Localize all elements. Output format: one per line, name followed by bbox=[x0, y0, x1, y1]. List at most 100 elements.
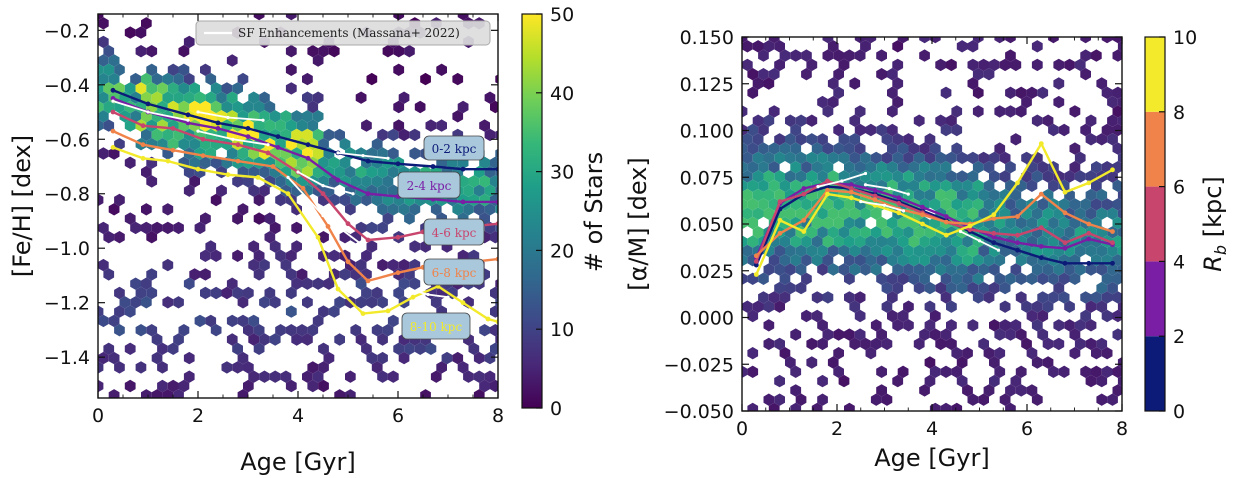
hex-bin bbox=[371, 175, 383, 188]
hex-bin bbox=[151, 333, 163, 346]
hex-bin bbox=[844, 198, 855, 211]
series-point-6-8 kpc bbox=[825, 187, 830, 193]
hex-bin bbox=[785, 244, 796, 258]
right-series-lines bbox=[753, 141, 1115, 277]
hex-bin bbox=[1026, 272, 1038, 285]
hex-bin bbox=[194, 221, 206, 235]
sf-enhancement-point bbox=[446, 295, 450, 299]
hex-bin bbox=[946, 114, 957, 127]
hex-bin bbox=[253, 342, 265, 355]
hex-bin bbox=[870, 226, 882, 239]
hex-bin bbox=[779, 254, 791, 267]
hex-bin bbox=[264, 212, 276, 225]
hex-bin bbox=[463, 370, 474, 383]
hex-bin bbox=[972, 161, 984, 174]
hex-bin bbox=[135, 26, 147, 39]
hex-bin bbox=[312, 147, 324, 160]
hex-bin bbox=[742, 133, 753, 146]
hex-bin bbox=[785, 151, 796, 165]
hex-bin bbox=[887, 105, 898, 118]
hex-bin bbox=[167, 63, 179, 76]
hex-bin bbox=[409, 277, 421, 290]
series-point-8-10 kpc bbox=[225, 172, 231, 178]
hex-bin bbox=[742, 300, 753, 313]
series-point-0-2 kpc bbox=[1086, 260, 1092, 266]
hex-bin bbox=[854, 123, 866, 137]
hex-bin bbox=[226, 314, 238, 328]
hex-bin bbox=[763, 77, 775, 90]
hex-bin bbox=[978, 281, 989, 295]
hex-bin bbox=[989, 170, 1000, 183]
hex-bin bbox=[844, 328, 855, 341]
hex-bin bbox=[924, 300, 936, 313]
hex-bin bbox=[216, 184, 227, 197]
sf-enhancement-point bbox=[977, 239, 982, 243]
hex-bin bbox=[972, 37, 984, 44]
bin-label-text: 8-10 kpc bbox=[410, 320, 463, 334]
hex-bin bbox=[350, 175, 362, 188]
hex-bin bbox=[811, 309, 823, 323]
hex-bin bbox=[860, 207, 871, 220]
hex-bin bbox=[1042, 207, 1054, 220]
hex-bin bbox=[924, 356, 936, 369]
left-panel: 0 2 4 6 8 −1.4 −1.2 −1.0 −0.8 −0.6 −0.4 −0.2 SF Enh… bbox=[8, 13, 504, 476]
hex-bin bbox=[1031, 300, 1043, 313]
hex-bin bbox=[929, 179, 941, 192]
colorbar-gradient bbox=[521, 13, 543, 409]
hex-bin bbox=[849, 412, 860, 424]
hex-bin bbox=[1026, 179, 1038, 192]
series-line-8-10 kpc bbox=[112, 146, 498, 323]
hex-bin bbox=[742, 188, 753, 202]
hex-bin bbox=[801, 235, 812, 248]
hex-bin bbox=[1112, 49, 1122, 62]
hex-bin bbox=[103, 268, 115, 281]
hex-bin bbox=[1107, 133, 1118, 146]
hex-bin bbox=[264, 231, 276, 244]
hex-bin bbox=[795, 281, 807, 295]
y-tick-label: 0.100 bbox=[680, 121, 734, 143]
hex-bin bbox=[752, 188, 764, 202]
hex-bin bbox=[774, 393, 785, 406]
hex-bin bbox=[1053, 77, 1065, 90]
hex-bin bbox=[200, 268, 211, 281]
hex-bin bbox=[291, 240, 302, 253]
hex-bin bbox=[790, 402, 802, 411]
hex-bin bbox=[972, 68, 984, 81]
hex-bin bbox=[844, 49, 855, 62]
series-line-8-10 kpc bbox=[755, 142, 1114, 275]
hex-bin bbox=[285, 305, 297, 318]
hex-bin bbox=[1048, 365, 1059, 378]
hex-bin bbox=[237, 147, 249, 160]
hex-bin bbox=[361, 193, 372, 207]
hex-bin bbox=[1080, 309, 1091, 323]
hex-bin bbox=[210, 286, 222, 300]
hex-bin bbox=[237, 203, 249, 216]
hex-bin bbox=[956, 356, 968, 369]
hex-bin bbox=[919, 37, 930, 44]
sf-enhancement-point bbox=[426, 292, 430, 297]
hex-bin bbox=[838, 207, 850, 220]
hex-bin bbox=[801, 198, 812, 211]
hex-bin bbox=[430, 370, 442, 383]
hex-bin bbox=[881, 244, 893, 258]
hex-bin bbox=[935, 151, 946, 165]
hex-bin bbox=[801, 254, 812, 267]
hex-bin bbox=[264, 119, 276, 132]
hex-bin bbox=[913, 170, 925, 183]
series-point-6-8 kpc bbox=[1062, 210, 1068, 216]
hex-bin bbox=[892, 77, 904, 90]
series-point-4-6 kpc bbox=[825, 178, 830, 184]
series-point-2-4 kpc bbox=[185, 120, 191, 126]
hex-bin bbox=[1010, 374, 1022, 388]
hex-bin bbox=[913, 244, 925, 258]
series-point-8-10 kpc bbox=[165, 158, 171, 164]
hex-bin bbox=[876, 328, 887, 341]
hex-bin bbox=[312, 110, 324, 123]
hex-bin bbox=[210, 193, 222, 207]
hex-bin bbox=[157, 379, 168, 393]
series-point-4-6 kpc bbox=[1110, 240, 1115, 246]
series-point-4-6 kpc bbox=[1062, 240, 1068, 246]
hex-bin bbox=[339, 156, 351, 169]
hex-bin bbox=[924, 281, 936, 295]
hex-bin bbox=[162, 72, 174, 86]
